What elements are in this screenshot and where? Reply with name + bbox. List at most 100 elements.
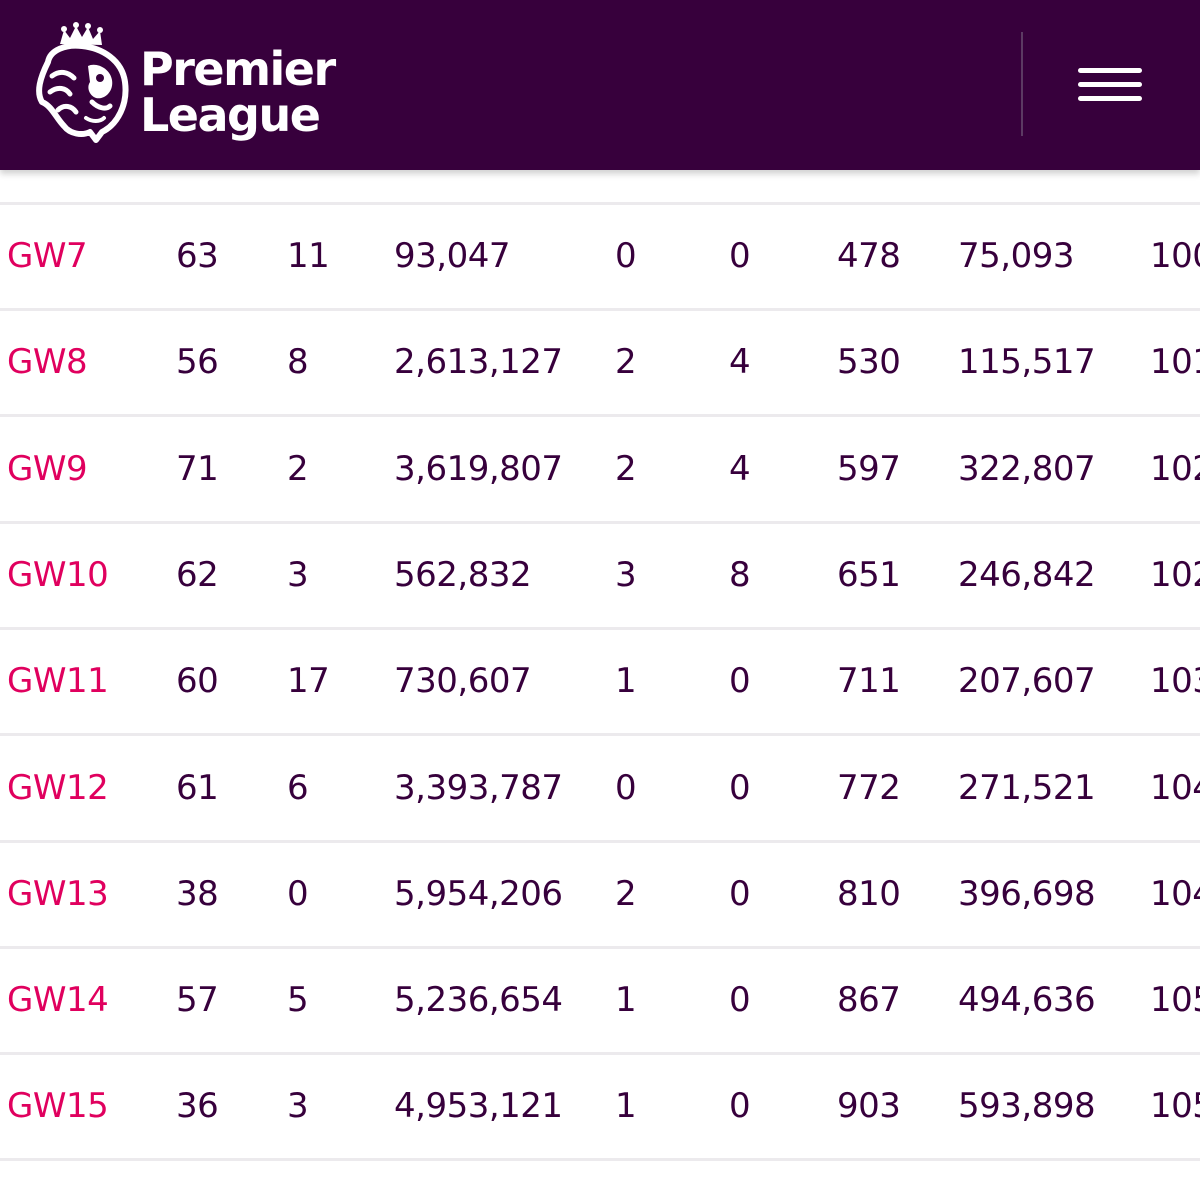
rank-cell: 2 xyxy=(287,448,309,489)
table-row: GW10 62 3 562,832 3 8 651 246,842 102 xyxy=(0,524,1200,630)
hamburger-menu-icon[interactable] xyxy=(1072,64,1148,106)
value-cell: 246,842 xyxy=(958,554,1096,595)
table-row: GW8 56 8 2,613,127 2 4 530 115,517 101 xyxy=(0,311,1200,418)
overall-rank-cell: 5,236,654 xyxy=(394,980,563,1021)
team-value-cell: 100 xyxy=(1150,236,1200,276)
overall-rank-cell: 3,393,787 xyxy=(394,767,563,808)
value-cell: 271,521 xyxy=(958,767,1096,808)
points-cell: 57 xyxy=(176,980,219,1021)
gameweek-link[interactable]: GW10 xyxy=(7,554,109,595)
rank-cell: 17 xyxy=(287,661,330,702)
gameweek-link[interactable]: GW9 xyxy=(7,448,88,489)
transfer-cost-cell: 0 xyxy=(729,767,751,808)
value-cell: 322,807 xyxy=(958,448,1096,489)
transfer-cost-cell: 4 xyxy=(729,448,751,489)
team-value-cell: 104 xyxy=(1150,873,1200,914)
logo-text-league: League xyxy=(140,88,321,142)
total-points-cell: 772 xyxy=(837,767,901,808)
overall-rank-cell: 2,613,127 xyxy=(394,342,563,383)
points-cell: 61 xyxy=(176,767,219,808)
rank-cell: 11 xyxy=(287,236,330,276)
transfer-cost-cell: 0 xyxy=(729,873,751,914)
site-header: Premier League xyxy=(0,0,1200,170)
points-cell: 60 xyxy=(176,661,219,702)
transfer-cost-cell: 0 xyxy=(729,661,751,702)
overall-rank-cell: 562,832 xyxy=(394,554,532,595)
transfers-cell: 1 xyxy=(615,661,637,702)
transfer-cost-cell: 0 xyxy=(729,1086,751,1127)
transfers-cell: 2 xyxy=(615,448,637,489)
team-value-cell: 104 xyxy=(1150,767,1200,808)
transfers-cell: 2 xyxy=(615,342,637,383)
premier-league-logo[interactable]: Premier League xyxy=(30,22,336,147)
table-row: GW7 63 11 93,047 0 0 478 75,093 100 xyxy=(0,205,1200,311)
rank-cell: 8 xyxy=(287,342,309,383)
gameweek-link[interactable]: GW14 xyxy=(7,980,109,1021)
gameweek-link[interactable]: GW11 xyxy=(7,661,109,702)
points-cell: 56 xyxy=(176,342,219,383)
transfer-cost-cell: 8 xyxy=(729,554,751,595)
gameweek-history-table: GW7631193,0470047875,093100GW85682,613,1… xyxy=(0,170,1200,1197)
table-row: GW9 71 2 3,619,807 2 4 597 322,807 102 xyxy=(0,418,1200,524)
points-cell: 36 xyxy=(176,1086,219,1127)
points-cell: 71 xyxy=(176,448,219,489)
header-divider xyxy=(1021,32,1023,136)
transfer-cost-cell: 4 xyxy=(729,342,751,383)
value-cell: 207,607 xyxy=(958,661,1096,702)
overall-rank-cell: 4,953,121 xyxy=(394,1086,563,1127)
transfer-cost-cell: 0 xyxy=(729,980,751,1021)
total-points-cell: 478 xyxy=(837,236,901,276)
total-points-cell: 711 xyxy=(837,661,901,702)
points-cell: 38 xyxy=(176,873,219,914)
gameweek-link[interactable]: GW7 xyxy=(7,236,88,276)
transfers-cell: 0 xyxy=(615,767,637,808)
rank-cell: 3 xyxy=(287,1086,309,1127)
value-cell: 115,517 xyxy=(958,342,1096,383)
total-points-cell: 651 xyxy=(837,554,901,595)
transfers-cell: 0 xyxy=(615,236,637,276)
menu-bar xyxy=(1078,96,1142,101)
rank-cell: 6 xyxy=(287,767,309,808)
team-value-cell: 101 xyxy=(1150,342,1200,383)
gameweek-link[interactable]: GW8 xyxy=(7,342,88,383)
table-row: GW14 57 5 5,236,654 1 0 867 494,636 105 xyxy=(0,949,1200,1056)
gameweek-link[interactable]: GW12 xyxy=(7,767,109,808)
value-cell: 494,636 xyxy=(958,980,1096,1021)
rank-cell: 3 xyxy=(287,554,309,595)
points-cell: 63 xyxy=(176,236,219,276)
transfers-cell: 1 xyxy=(615,1086,637,1127)
value-cell: 75,093 xyxy=(958,236,1074,276)
lion-crest-icon xyxy=(36,22,129,143)
total-points-cell: 903 xyxy=(837,1086,901,1127)
overall-rank-cell: 730,607 xyxy=(394,661,532,702)
value-cell: 593,898 xyxy=(958,1086,1096,1127)
total-points-cell: 597 xyxy=(837,448,901,489)
logo-text-premier: Premier xyxy=(140,42,336,96)
rank-cell: 0 xyxy=(287,873,309,914)
team-value-cell: 103 xyxy=(1150,661,1200,702)
overall-rank-cell: 93,047 xyxy=(394,236,510,276)
transfer-cost-cell: 0 xyxy=(729,236,751,276)
team-value-cell: 102 xyxy=(1150,448,1200,489)
table-row: GW13 38 0 5,954,206 2 0 810 396,698 104 xyxy=(0,843,1200,949)
total-points-cell: 867 xyxy=(837,980,901,1021)
total-points-cell: 530 xyxy=(837,342,901,383)
menu-bar xyxy=(1078,82,1142,87)
gameweek-link[interactable]: GW15 xyxy=(7,1086,109,1127)
table-row: GW15 36 3 4,953,121 1 0 903 593,898 105 xyxy=(0,1055,1200,1162)
table-divider xyxy=(0,202,1200,205)
overall-rank-cell: 5,954,206 xyxy=(394,873,563,914)
table-row: GW11 60 17 730,607 1 0 711 207,607 103 xyxy=(0,630,1200,737)
transfers-cell: 1 xyxy=(615,980,637,1021)
value-cell: 396,698 xyxy=(958,873,1096,914)
transfers-cell: 2 xyxy=(615,873,637,914)
points-cell: 62 xyxy=(176,554,219,595)
overall-rank-cell: 3,619,807 xyxy=(394,448,563,489)
total-points-cell: 810 xyxy=(837,873,901,914)
rank-cell: 5 xyxy=(287,980,309,1021)
team-value-cell: 105 xyxy=(1150,1086,1200,1127)
menu-bar xyxy=(1078,68,1142,73)
transfers-cell: 3 xyxy=(615,554,637,595)
table-row: GW12 61 6 3,393,787 0 0 772 271,521 104 xyxy=(0,737,1200,843)
gameweek-link[interactable]: GW13 xyxy=(7,873,109,914)
